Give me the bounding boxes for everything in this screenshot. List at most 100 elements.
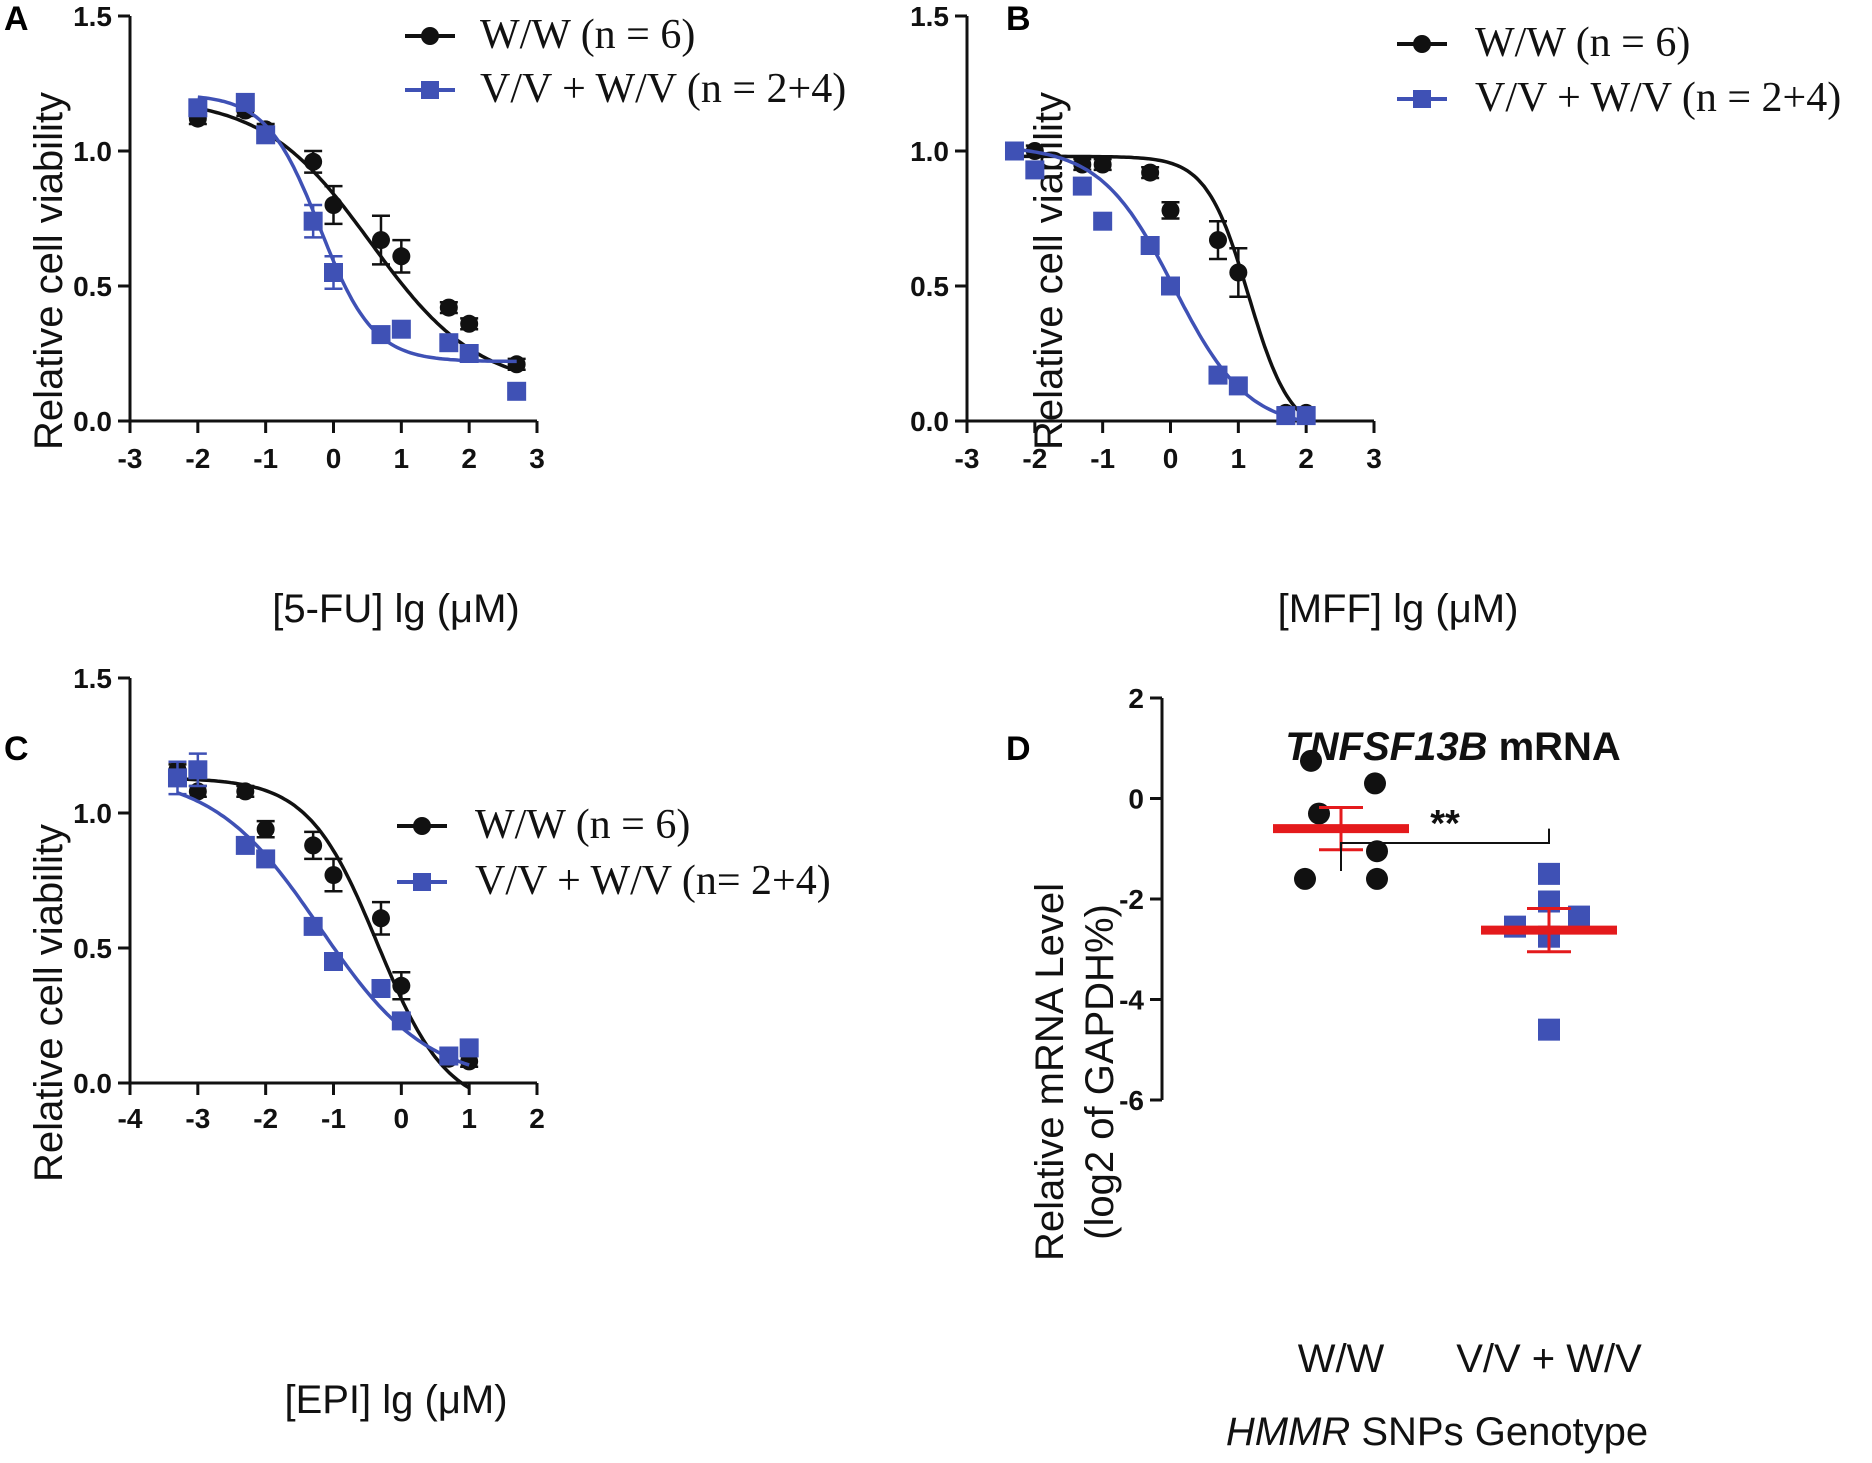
data-point-d-vv: [1538, 862, 1560, 885]
fit-curve-b-vv: [1014, 147, 1307, 424]
y-axis-title-a: Relative cell viability: [27, 92, 71, 450]
chart-panel-d: TNFSF13B mRNA Relative mRNA Level (log2 …: [1028, 683, 1648, 1454]
data-point-b-ww: [1161, 201, 1180, 220]
data-point-a-vv: [303, 211, 323, 231]
data-point-c-ww: [392, 976, 411, 995]
data-point-a-vv: [459, 344, 479, 363]
data-point-d-ww: [1300, 749, 1322, 772]
fit-curve-c-ww: [177, 777, 471, 1090]
data-point-c-ww: [256, 820, 275, 839]
y-tick-label-a: 0.5: [73, 271, 112, 302]
x-tick-label-a: -3: [118, 443, 143, 474]
y-axis-title-d-line2: (log2 of GAPDH%): [1078, 904, 1122, 1240]
data-point-a-ww: [371, 231, 390, 250]
x-axis-title-c: [EPI] lg (μM): [284, 1378, 507, 1422]
data-point-c-vv: [371, 979, 391, 998]
x-tick-label-c: -1: [321, 1103, 346, 1134]
legend-label-a-vv: V/V + W/V (n = 2+4): [480, 66, 846, 112]
data-point-d-ww: [1294, 867, 1316, 890]
x-tick-label-b: 2: [1298, 443, 1314, 474]
data-point-c-vv: [235, 835, 255, 855]
x-tick-label-a: 0: [326, 443, 342, 474]
x-tick-label-c: -2: [253, 1103, 278, 1134]
data-point-a-ww: [460, 314, 479, 333]
data-point-a-ww: [304, 152, 323, 171]
data-point-d-vv: [1568, 905, 1590, 928]
data-point-c-ww: [371, 909, 390, 928]
legend-a: W/W (n = 6) V/V + W/V (n = 2+4): [405, 12, 846, 112]
significance-label-d: **: [1430, 803, 1460, 845]
data-point-c-vv: [256, 849, 276, 869]
data-point-d-ww: [1308, 802, 1330, 825]
y-tick-label-d: -6: [1119, 1085, 1144, 1116]
data-point-b-vv: [1140, 236, 1160, 255]
data-point-c-vv: [439, 1046, 459, 1066]
y-tick-label-b: 0.5: [910, 271, 949, 302]
data-point-d-vv: [1538, 1018, 1560, 1041]
data-point-b-ww: [1229, 263, 1248, 282]
data-point-d-ww: [1366, 840, 1388, 863]
x-tick-label-c: -4: [118, 1103, 143, 1134]
legend-marker-c-vv: [413, 873, 431, 891]
x-category-label-d: V/V + W/V: [1456, 1337, 1642, 1381]
legend-label-c-ww: W/W (n = 6): [475, 802, 690, 848]
legend-label-b-vv: V/V + W/V (n = 2+4): [1475, 75, 1841, 121]
y-tick-label-a: 0.0: [73, 406, 112, 437]
data-point-a-ww: [324, 196, 343, 214]
y-tick-label-a: 1.0: [73, 136, 112, 167]
x-tick-label-b: 1: [1231, 443, 1247, 474]
data-point-a-vv: [235, 92, 255, 112]
x-axis-title-d: HMMR SNPs Genotype: [1226, 1410, 1648, 1454]
chart-panel-b: Relative cell viability [MFF] lg (μM) W/…: [910, 1, 1841, 631]
data-point-b-vv: [1025, 160, 1045, 180]
panel-label-d: D: [1006, 730, 1031, 768]
fit-curve-b-ww: [1014, 154, 1308, 419]
y-tick-label-c: 1.0: [73, 798, 112, 829]
y-tick-label-d: -2: [1119, 884, 1144, 915]
data-point-a-vv: [507, 381, 527, 401]
x-tick-label-b: 3: [1366, 443, 1382, 474]
data-point-d-ww: [1366, 867, 1388, 890]
chart-panel-c: Relative cell viability [EPI] lg (μM) W/…: [27, 663, 831, 1422]
x-tick-label-b: 0: [1163, 443, 1179, 474]
x-tick-label-a: -1: [253, 443, 278, 474]
x-tick-label-a: 3: [529, 443, 545, 474]
y-tick-label-c: 1.5: [73, 663, 112, 694]
data-point-b-vv: [1276, 406, 1296, 426]
data-point-b-vv: [1004, 141, 1024, 161]
fit-curve-c-vv: [176, 791, 470, 1067]
data-point-a-vv: [439, 333, 459, 353]
chart-panel-a: Relative cell viability [5-FU] lg (μM) W…: [27, 1, 846, 631]
y-tick-label-a: 1.5: [73, 1, 112, 32]
data-point-b-vv: [1161, 276, 1180, 296]
chart-title-d: TNFSF13B mRNA: [1285, 725, 1621, 769]
x-tick-label-c: 1: [461, 1103, 477, 1134]
y-tick-label-b: 1.0: [910, 136, 949, 167]
data-point-b-vv: [1072, 176, 1092, 196]
legend-c: W/W (n = 6) V/V + W/V (n= 2+4): [397, 802, 831, 904]
x-tick-label-c: 0: [394, 1103, 410, 1134]
panel-label-b: B: [1006, 0, 1031, 38]
data-point-a-vv: [371, 325, 391, 345]
y-tick-label-c: 0.5: [73, 933, 112, 964]
legend-b: W/W (n = 6) V/V + W/V (n = 2+4): [1397, 20, 1841, 121]
data-point-a-vv: [391, 319, 411, 339]
legend-marker-a-vv: [421, 81, 439, 99]
data-point-c-vv: [324, 952, 343, 971]
x-tick-label-a: -2: [185, 443, 210, 474]
legend-label-b-ww: W/W (n = 6): [1475, 20, 1690, 66]
significance-bracket-d: [1340, 828, 1550, 871]
data-point-a-ww: [392, 247, 411, 266]
data-point-b-ww: [1141, 163, 1160, 182]
x-axis-title-d-rest: SNPs Genotype: [1350, 1410, 1648, 1454]
x-axis-title-a: [5-FU] lg (μM): [272, 587, 519, 631]
data-point-c-vv: [188, 760, 208, 780]
data-point-c-ww: [304, 836, 323, 855]
data-point-c-vv: [303, 916, 323, 936]
y-axis-title-c: Relative cell viability: [27, 824, 71, 1182]
data-point-b-ww: [1093, 155, 1112, 174]
x-axis-title-b: [MFF] lg (μM): [1278, 587, 1519, 631]
y-tick-label-b: 0.0: [910, 406, 949, 437]
data-point-c-vv: [459, 1038, 479, 1058]
